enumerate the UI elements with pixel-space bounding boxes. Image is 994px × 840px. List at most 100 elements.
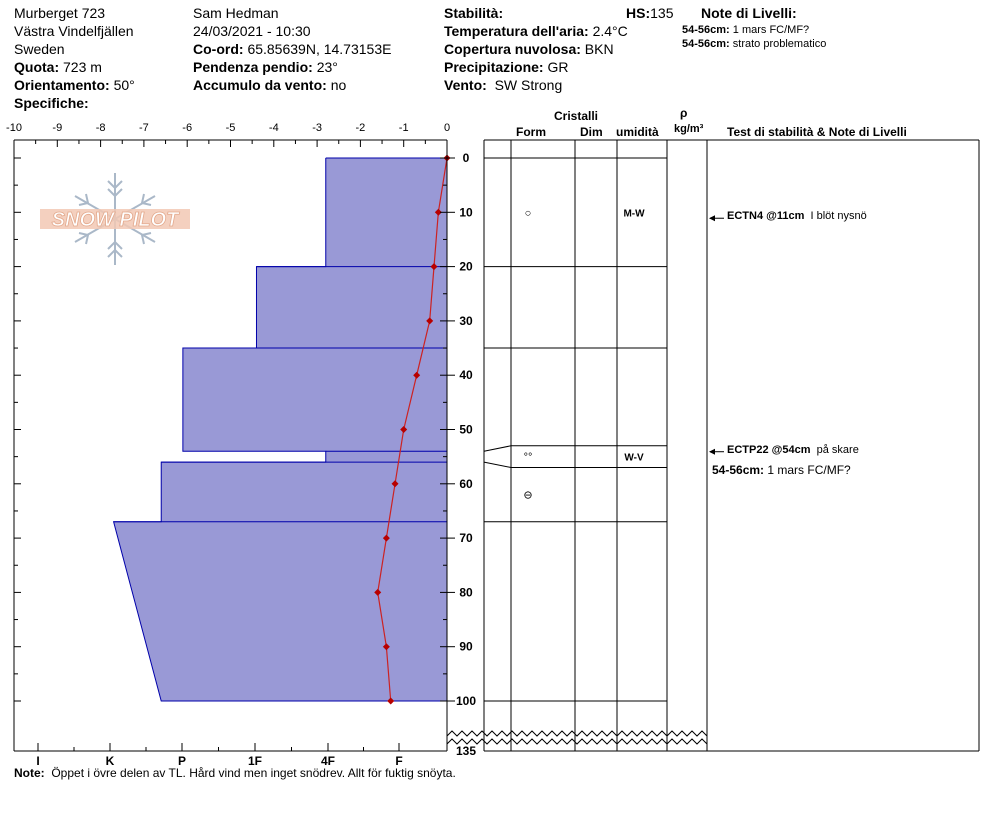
wind-loading-value: no <box>330 77 347 93</box>
depth-break-zigzag-upper <box>446 730 708 737</box>
size-header: Dim <box>580 125 603 139</box>
temperature-point-2 <box>430 263 438 271</box>
depth-tick-label-10: 100 <box>456 694 476 708</box>
depth-bottom-label: 135 <box>456 744 476 758</box>
layer-note-2-range: 54-56cm: <box>682 38 730 50</box>
hardness-tick-label-4: 4F <box>321 754 335 768</box>
temp-tick-label-8: -2 <box>356 122 366 134</box>
stability-test-1-note: I blöt nysnö <box>810 210 867 222</box>
coords-value: 65.85639N, 14.73153E <box>247 41 392 57</box>
layer-note-1: 54-56cm: 1 mars FC/MF? <box>682 24 809 37</box>
chart-axes: -10 -9 -8 -7 -6 -5 -4 -3 -2 -1 0I K P 1F 4F F0102030405… <box>6 122 476 768</box>
temperature-point-3 <box>426 317 434 325</box>
density-unit-header: kg/m³ <box>674 123 704 135</box>
hs-row: HS:135 <box>626 4 673 22</box>
wind-value: SW Strong <box>494 77 563 93</box>
layer-form-0: ○ <box>525 207 532 219</box>
stability-test-2-code: ECTP22 @54cm <box>727 444 811 456</box>
temperature-point-10 <box>387 697 395 705</box>
footer-note-label: Note: <box>14 766 45 780</box>
precip-value: GR <box>547 59 569 75</box>
hardness-tick-label-3: 1F <box>248 754 262 768</box>
stability-test-2: ECTP22 @54cm på skare <box>727 444 859 457</box>
observer-name: Sam Hedman <box>193 5 279 21</box>
observation-datetime: 24/03/2021 - 10:30 <box>193 23 311 39</box>
coords-row: Co-ord: 65.85639N, 14.73153E <box>193 40 391 58</box>
specifics-row: Specifiche: <box>14 94 89 112</box>
air-temp-row: Temperatura dell'aria: 2.4°C <box>444 22 628 40</box>
elevation-row: Quota: 723 m <box>14 58 102 76</box>
hardness-profile <box>112 157 447 702</box>
depth-break-zigzag-lower <box>446 738 708 745</box>
temperature-point-5 <box>400 426 408 433</box>
precip-label: Precipitazione: <box>444 59 544 75</box>
stability-label: Stabilità: <box>444 5 504 21</box>
layer-note-1-range: 54-56cm: <box>682 24 730 36</box>
elevation-value: 723 m <box>63 59 102 75</box>
temp-tick-label-6: -4 <box>269 122 279 134</box>
layer-moisture-3: W-V <box>624 453 644 464</box>
stability-test-1: ECTN4 @11cm I blöt nysnö <box>727 210 867 223</box>
temperature-point-7 <box>382 534 390 542</box>
wind-loading-label: Accumulo da vento: <box>193 77 327 93</box>
depth-tick-label-7: 70 <box>459 531 473 545</box>
snowpilot-logo: SNOW PILOT <box>40 173 190 265</box>
temp-tick-label-1: -9 <box>52 122 62 134</box>
aspect-value: 50° <box>113 77 135 93</box>
location-name: Murberget 723 <box>14 5 106 21</box>
crystals-header: Cristalli <box>554 109 599 123</box>
temp-tick-label-2: -8 <box>96 122 106 134</box>
moisture-header: umidità <box>616 125 659 139</box>
tests-header: Test di stabilità & Note di Livelli <box>727 125 907 139</box>
air-temp-value: 2.4°C <box>592 23 628 39</box>
region-name: Västra Vindelfjällen <box>14 23 134 39</box>
stability-test-2-note: på skare <box>816 444 859 456</box>
depth-tick-label-6: 60 <box>459 477 473 491</box>
test-arrow-head-0 <box>709 215 715 222</box>
footer-note-text: Öppet i övre delen av TL. Hård vind men … <box>51 766 456 780</box>
temperature-profile <box>374 154 451 705</box>
hs-value: 135 <box>650 5 674 21</box>
hardness-tick-label-2: P <box>178 754 186 768</box>
sky-value: BKN <box>584 41 614 57</box>
temperature-point-6 <box>391 480 399 488</box>
hardness-area <box>113 158 447 701</box>
precip-row: Precipitazione: GR <box>444 58 568 76</box>
temp-tick-label-4: -6 <box>182 122 192 134</box>
layer-table: ○ M-W °° W-V ⊖ <box>446 139 980 752</box>
temp-tick-label-0: -10 <box>6 122 22 134</box>
layer-note-2-text: strato problematico <box>732 38 827 50</box>
temperature-point-1 <box>434 208 442 216</box>
country-name: Sweden <box>14 41 65 57</box>
depth-tick-label-0: 0 <box>463 151 470 165</box>
hardness-tick-label-1: K <box>106 754 115 768</box>
temperature-point-9 <box>382 643 390 651</box>
wind-loading-row: Accumulo da vento: no <box>193 76 346 94</box>
layer-note-2: 54-56cm: strato problematico <box>682 38 826 51</box>
depth-tick-label-4: 40 <box>459 368 473 382</box>
temp-tick-label-3: -7 <box>139 122 149 134</box>
temp-tick-label-5: -5 <box>226 122 236 134</box>
sky-row: Copertura nuvolosa: BKN <box>444 40 614 58</box>
form-header: Form <box>516 125 546 139</box>
depth-tick-label-1: 10 <box>459 205 473 219</box>
air-temp-label: Temperatura dell'aria: <box>444 23 589 39</box>
layer-notes-title: Note di Livelli: <box>701 5 797 21</box>
specifics-label: Specifiche: <box>14 95 89 111</box>
layer-connector-4 <box>483 461 512 469</box>
layer-moisture-0: M-W <box>623 208 645 219</box>
slope-label: Pendenza pendio: <box>193 59 313 75</box>
aspect-label: Orientamento: <box>14 77 110 93</box>
depth-tick-label-2: 20 <box>459 260 473 274</box>
layer-form-4: ⊖ <box>523 490 532 502</box>
hardness-tick-label-0: I <box>36 754 39 768</box>
test-layer-note-range: 54-56cm: <box>712 463 765 477</box>
elevation-label: Quota: <box>14 59 60 75</box>
temp-tick-label-9: -1 <box>399 122 409 134</box>
density-rho-header: ρ <box>680 106 688 120</box>
temp-tick-label-7: -3 <box>312 122 322 134</box>
slope-row: Pendenza pendio: 23° <box>193 58 338 76</box>
footer-note: Note: Öppet i övre delen av TL. Hård vin… <box>14 766 456 780</box>
depth-tick-label-8: 80 <box>459 585 473 599</box>
